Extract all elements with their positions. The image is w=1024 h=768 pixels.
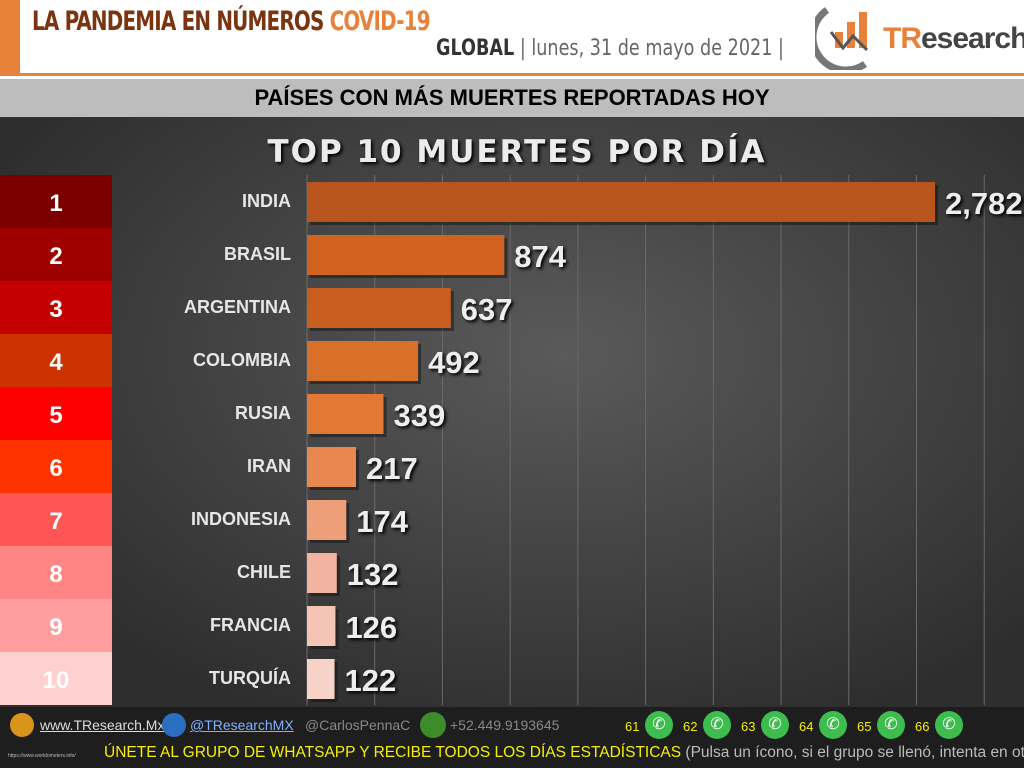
whatsapp-icon: ✆	[819, 711, 847, 739]
data-label: 122	[345, 663, 397, 698]
rank-label: 2	[49, 243, 62, 270]
rank-label: 7	[49, 508, 62, 535]
category-label: BRASIL	[224, 244, 291, 264]
header: LA PANDEMIA EN NÚMEROS COVID-19 GLOBAL |…	[0, 0, 1024, 76]
category-label: INDIA	[242, 191, 291, 211]
bar-chart: 1 INDIA 2,782 2 BRASIL 874 3 ARGENTINA 637 4 COLOM…	[0, 175, 1023, 705]
data-label: 339	[394, 398, 446, 433]
section-title: PAÍSES CON MÁS MUERTES REPORTADAS HOY	[0, 79, 1024, 117]
phone-number: +52.449.9193645	[450, 717, 560, 733]
rank-box	[0, 652, 112, 705]
rank-box	[0, 546, 112, 599]
accent-bar	[0, 0, 20, 73]
rank-box	[0, 387, 112, 440]
bar	[307, 341, 419, 381]
category-label: IRAN	[247, 456, 291, 476]
category-label: COLOMBIA	[193, 350, 291, 370]
whatsapp-icon: ✆	[761, 711, 789, 739]
rank-box	[0, 493, 112, 546]
whatsapp-icon: ✆	[935, 711, 963, 739]
chart-title: TOP 10 MUERTES POR DÍA	[267, 134, 767, 170]
tresearch-logo: TResearch	[815, 2, 1024, 70]
user-handle: @CarlosPennaC	[305, 717, 411, 733]
globe-icon	[10, 713, 34, 737]
bar	[307, 288, 451, 328]
rank-label: 5	[49, 402, 62, 429]
whatsapp-cta: ÚNETE AL GRUPO DE WHATSAPP Y RECIBE TODO…	[104, 744, 1024, 761]
source-link[interactable]: https://www.worldometers.info/	[8, 753, 76, 759]
subtitle: GLOBAL | lunes, 31 de mayo de 2021 |	[436, 36, 784, 61]
category-label: INDONESIA	[191, 509, 291, 529]
category-label: FRANCIA	[210, 615, 291, 635]
bar	[307, 447, 356, 487]
category-label: TURQUÍA	[209, 667, 291, 688]
bar	[307, 500, 347, 540]
bar	[307, 235, 505, 275]
rank-box	[0, 334, 112, 387]
data-label: 217	[366, 451, 418, 486]
category-label: CHILE	[237, 562, 291, 582]
rank-box	[0, 281, 112, 334]
data-label: 174	[356, 504, 408, 539]
rank-box	[0, 228, 112, 281]
bar	[307, 182, 935, 222]
data-label: 126	[345, 610, 397, 645]
category-label: ARGENTINA	[184, 297, 291, 317]
main-title: LA PANDEMIA EN NÚMEROS COVID-19	[32, 6, 431, 37]
website-link[interactable]: www.TResearch.Mx	[40, 717, 165, 733]
whatsapp-icon: ✆	[877, 711, 905, 739]
bar	[307, 659, 335, 699]
bar	[307, 394, 384, 434]
category-label: RUSIA	[235, 403, 291, 423]
whatsapp-icon: ✆	[703, 711, 731, 739]
rank-label: 1	[49, 190, 62, 217]
rank-label: 8	[49, 561, 62, 588]
data-label: 492	[428, 345, 480, 380]
phone-icon	[420, 712, 446, 738]
rank-label: 6	[49, 455, 62, 482]
bar	[307, 606, 336, 646]
bar	[307, 553, 337, 593]
data-label: 2,782	[945, 186, 1023, 221]
twitter-icon	[162, 713, 186, 737]
data-label: 132	[347, 557, 399, 592]
rank-box	[0, 599, 112, 652]
whatsapp-icon: ✆	[645, 711, 673, 739]
twitter-link[interactable]: @TResearchMX	[190, 717, 294, 733]
logo-mark-icon	[815, 7, 869, 70]
footer: www.TResearch.Mx @TResearchMX @CarlosPen…	[0, 707, 1024, 768]
rank-label: 4	[49, 349, 63, 376]
rank-box	[0, 175, 112, 228]
rank-label: 3	[49, 296, 62, 323]
data-label: 874	[514, 239, 566, 274]
rank-label: 10	[43, 667, 70, 694]
rank-label: 9	[49, 614, 62, 641]
data-label: 637	[461, 292, 513, 327]
rank-box	[0, 440, 112, 493]
